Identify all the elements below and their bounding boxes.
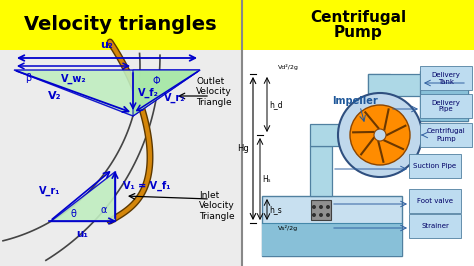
Text: α: α (101, 205, 107, 215)
Bar (311, 200, 331, 220)
FancyBboxPatch shape (420, 94, 472, 118)
Circle shape (350, 105, 410, 165)
Text: Vd²/2g: Vd²/2g (278, 64, 299, 70)
Bar (368, 74, 420, 96)
Circle shape (312, 213, 316, 217)
Text: Strainer: Strainer (421, 223, 449, 229)
FancyBboxPatch shape (409, 189, 461, 213)
Text: Vs²/2g: Vs²/2g (278, 225, 298, 231)
FancyBboxPatch shape (420, 123, 472, 147)
Text: Outlet
Velocity
Triangle: Outlet Velocity Triangle (196, 77, 232, 107)
Text: V_r₂: V_r₂ (164, 93, 186, 103)
Bar (262, 196, 402, 256)
Circle shape (326, 213, 330, 217)
Bar (0, 50, 242, 266)
Bar (420, 91, 468, 121)
Text: u₂: u₂ (100, 40, 113, 50)
Polygon shape (133, 70, 200, 116)
Text: θ: θ (70, 209, 76, 219)
Text: Centrifugal
Pump: Centrifugal Pump (427, 128, 465, 142)
Bar (310, 124, 377, 146)
Text: Velocity triangles: Velocity triangles (24, 15, 216, 35)
Text: V₂: V₂ (48, 91, 62, 101)
Text: V_w₂: V_w₂ (61, 74, 86, 84)
Text: Centrifugal
Pump: Centrifugal Pump (310, 10, 406, 40)
Bar (368, 74, 390, 93)
Text: β: β (25, 73, 31, 83)
Bar (0, 0, 474, 50)
Circle shape (312, 205, 316, 209)
Bar (420, 71, 468, 121)
Text: Suction Pipe: Suction Pipe (413, 163, 456, 169)
Circle shape (374, 129, 386, 141)
Text: Impeller: Impeller (332, 96, 378, 106)
Text: Inlet
Velocity
Triangle: Inlet Velocity Triangle (199, 191, 235, 221)
Text: V_f₂: V_f₂ (138, 88, 159, 98)
Text: h_d: h_d (269, 100, 283, 109)
Text: Foot valve: Foot valve (417, 198, 453, 204)
Bar (242, 50, 474, 266)
Polygon shape (14, 70, 200, 116)
Text: V_r₁: V_r₁ (38, 186, 60, 196)
Circle shape (319, 213, 323, 217)
Text: u₁: u₁ (77, 229, 89, 239)
Text: V₁ = V_f₁: V₁ = V_f₁ (123, 181, 171, 191)
Bar (262, 223, 402, 256)
Bar (310, 146, 332, 196)
FancyBboxPatch shape (409, 214, 461, 238)
Circle shape (319, 205, 323, 209)
Polygon shape (50, 171, 115, 221)
Circle shape (338, 93, 422, 177)
Text: Hₛ: Hₛ (262, 174, 271, 184)
Text: h_s: h_s (269, 205, 282, 214)
Circle shape (326, 205, 330, 209)
Text: Delivery
Tank: Delivery Tank (431, 72, 460, 85)
Text: Hg: Hg (237, 144, 249, 153)
FancyBboxPatch shape (409, 154, 461, 178)
Text: Φ: Φ (152, 76, 160, 86)
Text: Delivery
Pipe: Delivery Pipe (431, 99, 460, 113)
FancyBboxPatch shape (420, 66, 472, 90)
